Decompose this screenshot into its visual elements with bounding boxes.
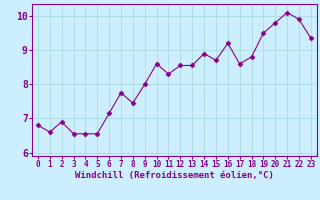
X-axis label: Windchill (Refroidissement éolien,°C): Windchill (Refroidissement éolien,°C) (75, 171, 274, 180)
